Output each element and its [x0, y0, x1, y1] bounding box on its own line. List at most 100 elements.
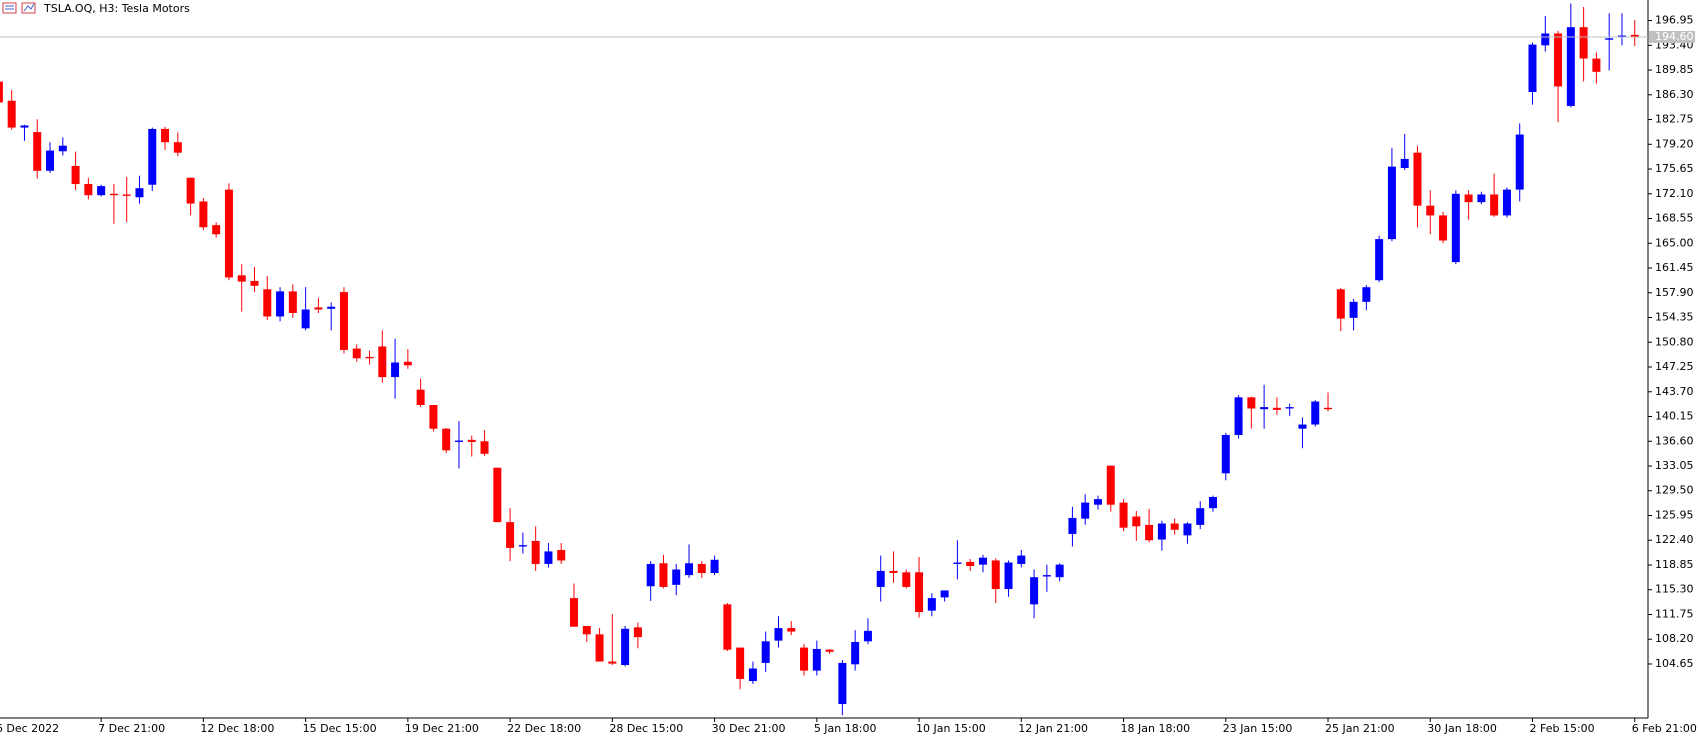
candle	[263, 276, 272, 320]
candle-body	[365, 356, 374, 359]
current-price-box	[1649, 30, 1695, 43]
candle	[301, 287, 310, 331]
candle	[339, 287, 348, 354]
candle-body	[1490, 194, 1499, 216]
candle	[1132, 510, 1141, 541]
candle	[940, 590, 949, 602]
candle-body	[876, 570, 885, 587]
candle	[1247, 396, 1256, 429]
candle-body	[454, 440, 463, 442]
candle	[352, 344, 361, 362]
y-tick-label: 175.65	[1655, 162, 1694, 175]
candle	[378, 330, 387, 383]
candle-body	[1119, 502, 1128, 528]
candle-body	[710, 559, 719, 574]
candle	[454, 421, 463, 469]
candle-body	[1145, 524, 1154, 541]
candle	[748, 661, 757, 684]
candle	[1221, 432, 1230, 481]
x-tick-label: 6 Dec 2022	[0, 722, 59, 735]
x-tick-label: 28 Dec 15:00	[609, 722, 683, 735]
candle-body	[518, 545, 527, 547]
candle	[135, 175, 144, 204]
candle	[403, 349, 412, 369]
candle-body	[173, 142, 182, 153]
candle	[1209, 495, 1217, 512]
candle	[1400, 133, 1409, 171]
candle-body	[314, 307, 323, 310]
y-tick-label: 125.95	[1655, 508, 1694, 521]
candle-body	[902, 572, 911, 587]
candle	[109, 184, 118, 224]
candle-body	[761, 641, 770, 663]
candle-body	[736, 647, 745, 679]
candle	[20, 124, 29, 141]
candle	[595, 628, 604, 662]
candle	[991, 558, 1000, 603]
candle-body	[429, 405, 438, 429]
candle	[212, 222, 221, 238]
candle-body	[1400, 158, 1409, 168]
candle-body	[135, 188, 144, 198]
candle	[966, 559, 975, 571]
candle-body	[327, 306, 336, 309]
candle	[570, 583, 578, 627]
candle-body	[748, 668, 757, 682]
candle	[646, 561, 655, 601]
candle	[1464, 190, 1473, 220]
candle-body	[685, 563, 694, 576]
y-tick-label: 108.20	[1655, 632, 1694, 645]
y-tick-label: 143.70	[1655, 385, 1694, 398]
candle	[838, 660, 847, 716]
candle-body	[531, 540, 540, 564]
candle-body	[646, 563, 655, 587]
candle	[518, 532, 527, 554]
candle	[327, 302, 336, 331]
y-tick-label: 165.00	[1655, 236, 1694, 249]
candle-body	[1336, 289, 1345, 319]
candle-body	[825, 649, 834, 652]
candle-body	[442, 428, 451, 451]
candle-body	[1426, 205, 1435, 216]
candle	[1451, 190, 1460, 265]
candle-body	[1362, 287, 1371, 302]
candle-body	[723, 604, 732, 650]
candle	[46, 142, 55, 173]
candle-body	[403, 361, 412, 366]
candle	[1592, 52, 1601, 84]
candle	[1093, 495, 1102, 510]
candle-body	[953, 562, 962, 564]
candle	[1439, 211, 1448, 244]
candle-body	[1093, 499, 1102, 505]
candle-body	[1502, 189, 1511, 216]
candle	[250, 266, 259, 293]
candle	[1157, 520, 1166, 551]
candle	[812, 640, 821, 676]
candle-body	[1055, 564, 1064, 578]
candle	[1579, 6, 1588, 82]
candle-body	[863, 630, 872, 642]
y-tick-label: 196.95	[1655, 14, 1694, 27]
candle-body	[608, 661, 617, 664]
candle-body	[570, 598, 578, 627]
candle	[71, 151, 80, 191]
candle	[1119, 499, 1128, 532]
candle-body	[1170, 523, 1179, 530]
candle	[161, 126, 170, 150]
candle-body	[1081, 502, 1090, 519]
candle	[697, 561, 706, 578]
candle	[1017, 550, 1026, 568]
candle-body	[250, 280, 259, 286]
candle	[1502, 187, 1511, 218]
candle	[1170, 518, 1179, 535]
y-tick-label: 161.45	[1655, 261, 1694, 274]
candle-body	[1630, 34, 1639, 37]
candle	[1605, 13, 1614, 71]
candle	[1566, 3, 1575, 108]
candle-body	[1554, 33, 1563, 87]
candle	[787, 621, 796, 636]
candle-body	[506, 522, 515, 548]
candle-body	[927, 598, 936, 611]
candle	[1183, 522, 1192, 544]
